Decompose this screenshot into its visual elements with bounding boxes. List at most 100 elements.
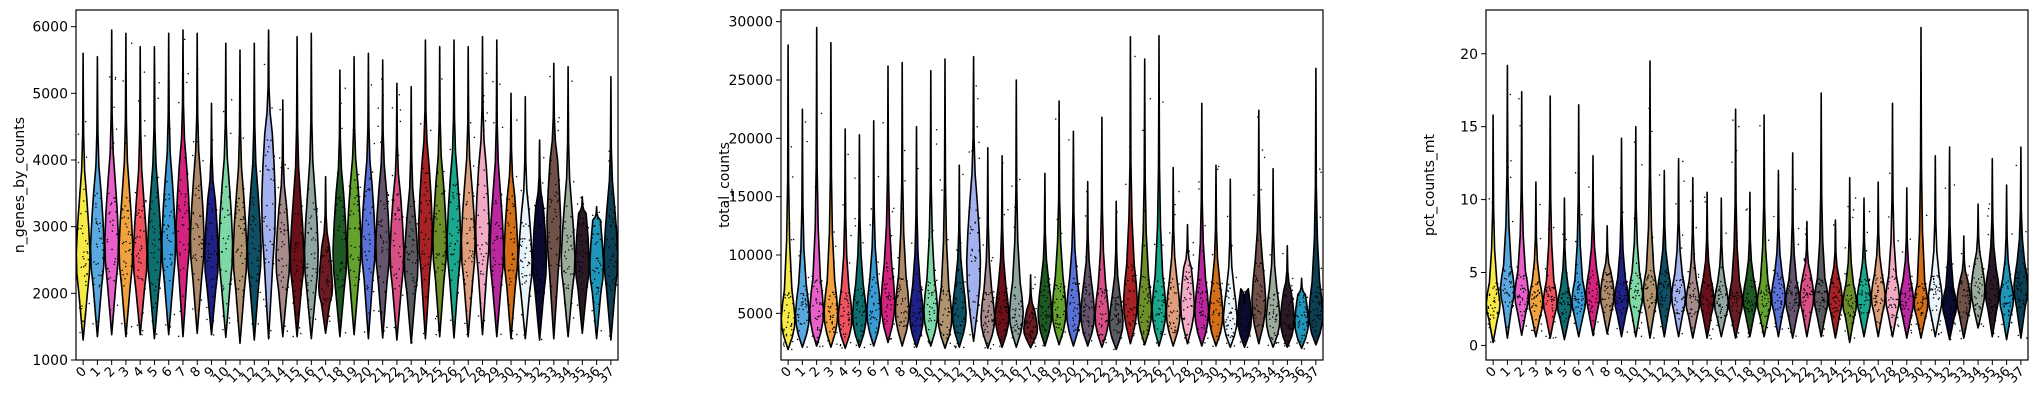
data-point [166, 237, 168, 239]
data-point [1994, 305, 1996, 307]
data-point [783, 309, 786, 312]
data-point [438, 210, 440, 212]
data-point [236, 288, 238, 290]
data-point [1546, 300, 1549, 302]
data-point [1822, 282, 1824, 284]
data-point [1662, 300, 1664, 302]
data-point [1157, 280, 1159, 282]
data-point [2017, 281, 2019, 283]
data-point [793, 317, 795, 319]
data-point [1034, 342, 1036, 344]
data-point [1199, 301, 1201, 304]
data-point [382, 94, 384, 97]
data-point [142, 279, 144, 281]
data-point [845, 298, 848, 300]
data-point [264, 244, 266, 246]
data-point [550, 173, 552, 175]
data-point [429, 218, 432, 220]
data-point [1910, 289, 1912, 291]
data-point [441, 263, 443, 265]
data-point [847, 319, 850, 321]
data-point [920, 300, 922, 302]
data-point [372, 291, 375, 293]
data-point [1535, 305, 1538, 307]
data-point [130, 326, 133, 328]
data-point [1084, 309, 1086, 311]
data-point [613, 283, 615, 285]
data-point [1868, 292, 1870, 294]
data-point [1866, 231, 1868, 233]
data-point [1282, 321, 1285, 324]
data-point [1272, 299, 1275, 301]
data-point [1063, 296, 1065, 298]
data-point [1796, 291, 1798, 293]
data-point [1183, 318, 1185, 321]
data-point [379, 234, 382, 236]
data-point [149, 221, 151, 223]
data-point [1745, 320, 1748, 322]
data-point [806, 286, 808, 288]
data-point [1793, 299, 1796, 301]
data-point [1924, 298, 1926, 300]
data-point [1761, 331, 1763, 333]
data-point [1591, 311, 1594, 313]
data-point [323, 298, 325, 300]
data-point [1787, 288, 1790, 290]
data-point [1660, 296, 1662, 298]
data-point [225, 242, 227, 244]
data-point [1187, 286, 1189, 289]
data-point [1590, 301, 1592, 303]
data-point [1601, 298, 1604, 300]
data-point [269, 240, 271, 243]
data-point [1162, 101, 1164, 103]
data-point [946, 337, 948, 339]
data-point [83, 251, 85, 253]
data-point [1305, 302, 1308, 304]
data-point [840, 303, 842, 306]
data-point [169, 253, 171, 256]
data-point [1767, 298, 1769, 300]
violin-37 [2013, 146, 2029, 339]
data-point [530, 280, 532, 282]
data-point [425, 172, 428, 174]
data-point [1665, 280, 1667, 283]
data-point [999, 310, 1001, 313]
data-point [797, 338, 799, 341]
data-point [369, 243, 371, 245]
data-point [1621, 312, 1623, 314]
data-point [228, 322, 231, 324]
data-point [829, 315, 832, 317]
data-point [131, 42, 133, 44]
data-point [1596, 294, 1598, 296]
data-point [336, 204, 338, 206]
data-point [945, 294, 948, 296]
data-point [1531, 306, 1533, 308]
data-point [277, 259, 280, 261]
data-point [483, 255, 485, 258]
data-point [1996, 296, 1998, 298]
data-point [342, 284, 344, 286]
data-point [1787, 292, 1789, 295]
data-point [1968, 303, 1970, 305]
data-point [184, 38, 186, 40]
data-point [1952, 320, 1955, 322]
data-point [1976, 257, 1978, 260]
data-point [1569, 311, 1571, 313]
data-point [1171, 278, 1174, 280]
data-point [1581, 214, 1583, 216]
data-point [556, 238, 558, 241]
data-point [522, 276, 524, 278]
data-point [1298, 294, 1300, 296]
data-point [896, 304, 899, 306]
data-point [413, 286, 416, 288]
data-point [843, 310, 845, 312]
data-point [515, 218, 517, 220]
data-point [1910, 329, 1912, 332]
data-point [1619, 294, 1621, 296]
data-point [893, 276, 895, 278]
data-point [501, 284, 503, 286]
data-point [124, 278, 126, 280]
data-point [409, 221, 411, 223]
data-point [1638, 294, 1640, 297]
data-point [914, 330, 916, 332]
